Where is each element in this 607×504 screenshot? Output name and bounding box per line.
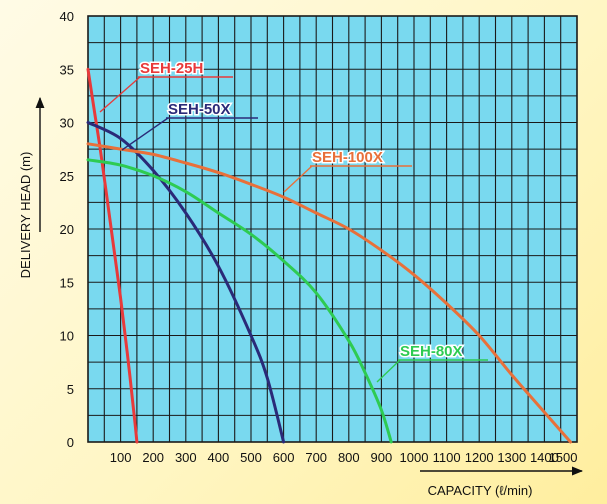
x-tick-label: 200	[142, 450, 164, 465]
leader-line-seh-50x	[121, 117, 169, 151]
x-tick-label: 600	[273, 450, 295, 465]
leader-line-seh-100x	[283, 165, 313, 193]
x-axis-ticks: 100 200 300 400 500 600 700 800 900 1000 1100 1200 1…	[110, 450, 578, 465]
x-tick-label: 800	[338, 450, 360, 465]
x-tick-label: 700	[305, 450, 327, 465]
y-tick-label: 15	[60, 275, 74, 290]
x-tick-label: 1400	[530, 450, 559, 465]
x-tick-label: 900	[371, 450, 393, 465]
y-tick-label: 40	[60, 9, 74, 24]
x-axis-title: CAPACITY (ℓ/min)	[428, 483, 533, 498]
plot-frame	[87, 15, 578, 443]
series-line-seh-100x	[86, 142, 572, 444]
x-tick-label: 500	[240, 450, 262, 465]
y-tick-label: 10	[60, 329, 74, 344]
series-label-seh-25h: SEH-25H	[140, 60, 203, 77]
series-label-seh-100x: SEH-100X	[312, 149, 383, 166]
x-tick-label: 1300	[497, 450, 526, 465]
series-line-seh-50x	[86, 121, 286, 444]
x-tick-label: 100	[110, 450, 132, 465]
series-layer	[86, 67, 572, 444]
y-tick-label: 25	[60, 169, 74, 184]
x-tick-label: 1200	[465, 450, 494, 465]
x-tick-label: 1500	[549, 450, 578, 465]
series-line-seh-80x	[86, 158, 393, 444]
y-axis-title: DELIVERY HEAD (m)	[18, 152, 33, 279]
x-tick-label: 1000	[400, 450, 429, 465]
grid-lines	[88, 16, 577, 442]
y-tick-label: 20	[60, 222, 74, 237]
series-labels: SEH-25H SEH-50X SEH-100X SEH-80X	[99, 59, 488, 383]
x-tick-label: 300	[175, 450, 197, 465]
y-axis-ticks: 0 5 10 15 20 25 30 35 40	[60, 9, 74, 450]
x-tick-label: 400	[208, 450, 230, 465]
leader-line-seh-25h	[99, 76, 141, 113]
y-tick-label: 5	[67, 382, 74, 397]
y-tick-label: 30	[60, 116, 74, 131]
series-line-seh-25h	[86, 67, 139, 444]
y-tick-label: 0	[67, 435, 74, 450]
series-label-seh-80x: SEH-80X	[400, 343, 463, 360]
x-tick-label: 1100	[433, 450, 461, 465]
leader-line-seh-80x	[376, 359, 401, 383]
series-label-seh-50x: SEH-50X	[168, 101, 231, 118]
y-tick-label: 35	[60, 62, 74, 77]
